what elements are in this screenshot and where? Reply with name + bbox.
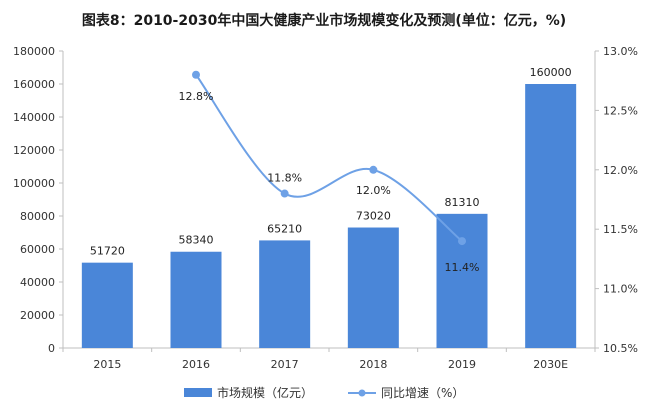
y-right-tick-label: 13.0% xyxy=(603,45,638,58)
x-tick-label: 2016 xyxy=(182,358,210,371)
line-point xyxy=(280,189,289,198)
y-right-tick-label: 10.5% xyxy=(603,342,638,355)
y-left-tick-label: 80000 xyxy=(20,210,55,223)
legend-bar-label: 市场规模（亿元） xyxy=(217,385,313,400)
bar xyxy=(259,240,311,348)
y-left-tick-label: 60000 xyxy=(20,243,55,256)
line-series: 12.8% 11.8% 12.0% 11.4% xyxy=(179,70,480,274)
y-left-tick-label: 140000 xyxy=(13,111,55,124)
y-left-tick-label: 160000 xyxy=(13,78,55,91)
legend-line-marker xyxy=(358,389,366,397)
line-point xyxy=(192,70,200,79)
x-tick-label: 2019 xyxy=(448,358,476,371)
x-tick-label: 2017 xyxy=(271,358,299,371)
legend-bar-swatch xyxy=(184,388,212,397)
bar-data-label: 51720 xyxy=(90,245,125,258)
bar-series: 51720 58340 65210 73020 81310 160000 xyxy=(81,66,577,348)
x-tick-label: 2030E xyxy=(533,358,568,371)
bar xyxy=(347,227,399,348)
bar-data-label: 73020 xyxy=(356,210,391,223)
y-left-tick-label: 180000 xyxy=(13,45,55,58)
bar-data-label: 58340 xyxy=(179,234,214,247)
bar xyxy=(525,84,577,348)
line-point xyxy=(369,165,378,174)
y-right-tick-label: 12.0% xyxy=(603,164,638,177)
bar xyxy=(81,262,133,348)
x-tick-label: 2015 xyxy=(93,358,121,371)
x-tick-label: 2018 xyxy=(359,358,387,371)
line-data-label: 12.8% xyxy=(179,90,214,103)
line-point xyxy=(458,237,466,246)
growth-line xyxy=(195,74,463,242)
line-data-label: 11.8% xyxy=(267,172,302,185)
y-right-tick-label: 11.5% xyxy=(603,223,638,236)
y-right-tick-label: 12.5% xyxy=(603,104,638,117)
bar-data-label: 81310 xyxy=(445,196,480,209)
y-right-tick-label: 11.0% xyxy=(603,283,638,296)
y-left-tick-label: 40000 xyxy=(20,276,55,289)
line-data-label: 11.4% xyxy=(445,261,480,274)
y-left-tick-label: 0 xyxy=(48,342,55,355)
legend-line-label: 同比增速（%） xyxy=(381,386,464,400)
chart-legend: 市场规模（亿元） 同比增速（%） xyxy=(184,385,464,400)
chart-axes: 0 20000 40000 60000 80000 100000 120000 140000 1… xyxy=(13,45,638,371)
bar xyxy=(436,213,488,348)
bar-data-label: 160000 xyxy=(530,66,572,79)
line-data-label: 12.0% xyxy=(356,184,391,197)
chart-title: 图表8：2010-2030年中国大健康产业市场规模变化及预测(单位：亿元，%) xyxy=(81,13,567,29)
bar-data-label: 65210 xyxy=(267,222,302,235)
y-left-tick-label: 100000 xyxy=(13,177,55,190)
y-left-tick-label: 20000 xyxy=(20,309,55,322)
bar xyxy=(170,251,222,348)
y-left-tick-label: 120000 xyxy=(13,144,55,157)
